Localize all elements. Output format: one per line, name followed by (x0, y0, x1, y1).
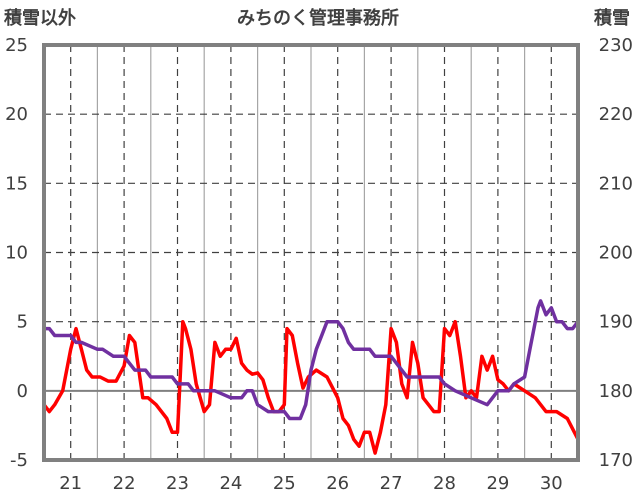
x-tick-label-29: 29 (486, 473, 509, 494)
left-tick-label: 25 (5, 35, 28, 56)
right-tick-label: 190 (599, 312, 633, 333)
x-tick-label-24: 24 (219, 473, 242, 494)
right-tick-label: 170 (599, 450, 633, 471)
left-tick-label: 5 (17, 312, 28, 333)
x-tick-label-26: 26 (326, 473, 349, 494)
right-tick-label: 220 (599, 104, 633, 125)
x-tick-label-28: 28 (433, 473, 456, 494)
x-tick-label-23: 23 (166, 473, 189, 494)
right-tick-label: 230 (599, 35, 633, 56)
x-tick-label-27: 27 (380, 473, 403, 494)
left-tick-label: 0 (17, 381, 28, 402)
right-axis-title: 積雪 (594, 8, 630, 29)
left-axis-title: 積雪以外 (4, 8, 76, 29)
x-tick-label-25: 25 (273, 473, 296, 494)
grid-lines (44, 45, 578, 460)
plot-frame (42, 43, 580, 462)
series-line-1-right (42, 299, 580, 421)
tick-labels: 25 20 15 10 5 0 -5 230 220 210 200 190 180 170 21 22 23 2… (5, 35, 633, 494)
series-lines (42, 299, 580, 455)
x-tick-label-21: 21 (59, 473, 82, 494)
x-tick-label-30: 30 (540, 473, 563, 494)
left-tick-label: -5 (10, 450, 28, 471)
right-tick-label: 180 (599, 381, 633, 402)
right-tick-label: 210 (599, 173, 633, 194)
left-tick-label: 20 (5, 104, 28, 125)
right-tick-label: 200 (599, 243, 633, 264)
chart-title: みちのく管理事務所 (237, 8, 399, 29)
x-tick-label-22: 22 (113, 473, 136, 494)
left-tick-label: 15 (5, 173, 28, 194)
left-tick-label: 10 (5, 243, 28, 264)
